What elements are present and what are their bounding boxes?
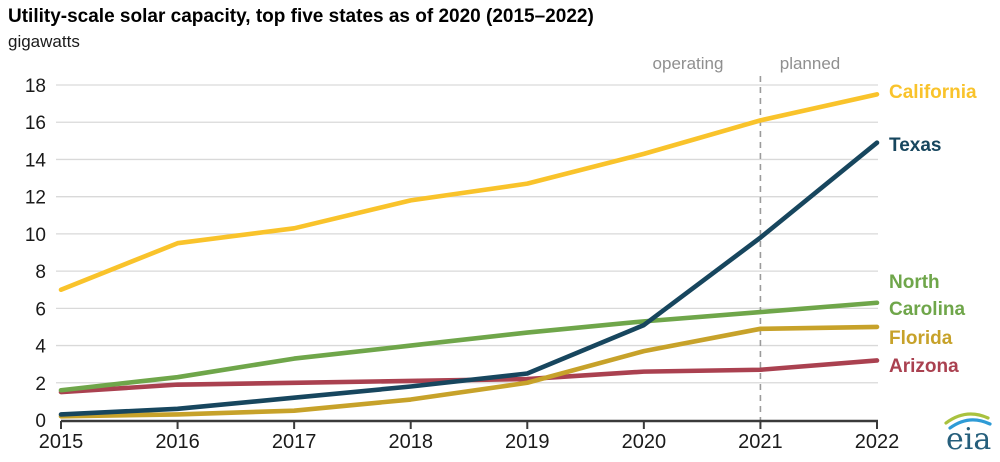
x-axis-tick-label: 2017 (272, 431, 317, 453)
legend-label-texas: Texas (889, 134, 942, 156)
y-axis-tick-label: 14 (25, 150, 47, 171)
x-axis-tick-label: 2016 (155, 431, 200, 453)
x-axis-tick-label: 2015 (39, 431, 84, 453)
legend-label-arizona: Arizona (889, 356, 959, 378)
legend-label-california: California (889, 82, 977, 104)
chart-title: Utility-scale solar capacity, top five s… (8, 6, 594, 27)
x-axis-tick-label: 2022 (855, 431, 900, 453)
x-axis-tick-label: 2018 (388, 431, 433, 453)
line-texas (58, 140, 880, 417)
eia-swoosh-blue-icon (948, 418, 992, 430)
y-axis-tick-label: 2 (35, 374, 46, 395)
chart-units-label: gigawatts (8, 32, 80, 51)
eia-logo: eia (938, 402, 996, 460)
y-axis-tick-label: 10 (25, 225, 46, 246)
y-axis-tick-label: 18 (25, 76, 46, 97)
legend-label-north-carolina: North Carolina (889, 271, 966, 320)
line-north-carolina (58, 300, 880, 393)
legend-label-florida: Florida (889, 327, 953, 349)
annotation-planned: planned (779, 54, 841, 73)
line-california (58, 92, 880, 293)
x-axis-tick-label: 2020 (622, 431, 667, 453)
y-axis-tick-label: 8 (35, 262, 46, 283)
eia-logo-text: eia (946, 422, 991, 457)
eia-logo-graphic: eia (944, 412, 992, 457)
y-axis-tick-label: 16 (25, 113, 46, 134)
annotation-operating: operating (652, 54, 724, 73)
line-florida (58, 324, 880, 419)
x-axis-tick-label: 2019 (505, 431, 550, 453)
y-axis-tick-label: 6 (35, 299, 46, 320)
y-axis-tick-label: 12 (25, 188, 46, 209)
x-axis-tick-label: 2021 (738, 431, 783, 453)
y-axis-tick-label: 0 (35, 411, 46, 432)
y-axis-tick-label: 4 (35, 337, 46, 358)
eia-swoosh-green-icon (944, 412, 990, 425)
